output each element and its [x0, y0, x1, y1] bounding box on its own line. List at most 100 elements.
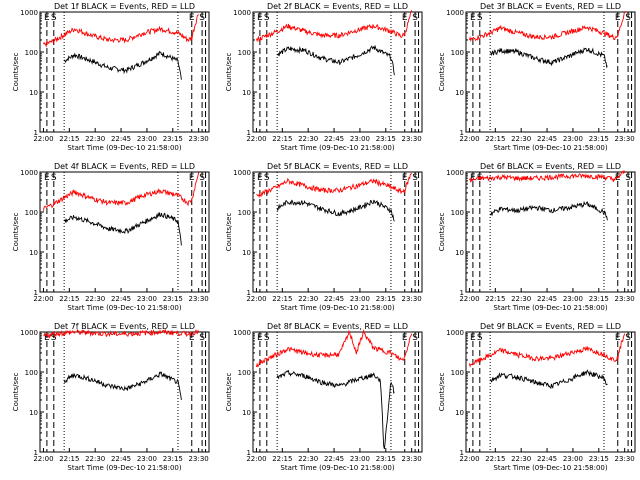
event-marker-label: E [402, 13, 408, 23]
y-tick-label: 1 [460, 129, 464, 137]
y-axis-label: Counts/sec [12, 373, 20, 412]
x-tick-label: 22:30 [85, 135, 105, 143]
event-marker-label: E [470, 13, 476, 23]
lld-series-line [468, 11, 626, 43]
y-tick-label: 1 [247, 129, 251, 137]
x-tick-label: 22:30 [511, 295, 531, 303]
x-tick-label: 23:00 [350, 135, 370, 143]
x-tick-label: 22:15 [59, 295, 79, 303]
plot-frame [465, 331, 636, 453]
y-axis-label: Counts/sec [438, 53, 446, 92]
y-axis-label: Counts/sec [438, 373, 446, 412]
y-tick-label: 1000 [446, 169, 464, 177]
chart-title: Det 7f BLACK = Events, RED = LLD [54, 322, 195, 331]
y-tick-label: 100 [451, 49, 464, 57]
y-axis-label: Counts/sec [438, 213, 446, 252]
events-series-line [63, 371, 182, 400]
x-tick-label: 23:00 [563, 295, 583, 303]
x-tick-label: 22:00 [246, 135, 266, 143]
event-marker-label: S [264, 13, 270, 23]
x-tick-label: 22:30 [298, 135, 318, 143]
x-tick-label: 23:30 [402, 455, 422, 463]
plot-frame [465, 11, 636, 133]
events-series-line [63, 212, 182, 246]
x-tick-label: 22:15 [59, 135, 79, 143]
chart-title: Det 8f BLACK = Events, RED = LLD [267, 322, 408, 331]
chart-panel: Det 5f BLACK = Events, RED = LLD 1 10 100 10… [225, 162, 423, 312]
x-tick-label: 22:15 [272, 135, 292, 143]
event-marker-label: E [470, 173, 476, 183]
x-tick-label: 23:30 [615, 455, 635, 463]
y-tick-label: 10 [455, 89, 464, 97]
x-tick-label: 23:15 [589, 455, 609, 463]
x-tick-label: 22:15 [272, 295, 292, 303]
x-tick-label: 22:45 [324, 295, 344, 303]
lld-series-line [255, 10, 413, 43]
x-axis-label: Start Time (09-Dec-10 21:58:00) [67, 144, 181, 152]
x-axis-label: Start Time (09-Dec-10 21:58:00) [280, 304, 394, 312]
y-axis-label: Counts/sec [225, 53, 233, 92]
y-tick-label: 1 [247, 289, 251, 297]
y-tick-label: 10 [242, 89, 251, 97]
x-tick-label: 22:00 [33, 135, 53, 143]
events-series-line [489, 369, 608, 389]
x-tick-label: 22:00 [246, 455, 266, 463]
y-tick-label: 1000 [20, 329, 38, 337]
x-axis-label: Start Time (09-Dec-10 21:58:00) [280, 144, 394, 152]
x-tick-label: 22:15 [59, 455, 79, 463]
x-tick-label: 22:45 [111, 135, 131, 143]
y-tick-label: 1 [34, 289, 38, 297]
x-tick-label: 23:30 [189, 295, 209, 303]
chart-panel: Det 1f BLACK = Events, RED = LLD 1 10 100 10… [12, 2, 210, 152]
x-tick-label: 23:15 [163, 135, 183, 143]
y-tick-label: 10 [29, 249, 38, 257]
x-tick-label: 22:30 [85, 295, 105, 303]
events-series-line [277, 44, 395, 76]
y-tick-label: 1 [460, 449, 464, 457]
y-tick-label: 1000 [20, 169, 38, 177]
y-tick-label: 10 [242, 409, 251, 417]
x-tick-label: 22:00 [33, 455, 53, 463]
y-tick-label: 100 [25, 369, 38, 377]
event-marker-label: S [264, 333, 270, 343]
x-tick-label: 23:15 [376, 295, 396, 303]
event-marker-label: E [402, 333, 408, 343]
events-series-line [276, 199, 395, 222]
lld-series-line [43, 14, 200, 48]
chart-title: Det 3f BLACK = Events, RED = LLD [480, 2, 621, 11]
y-tick-label: 10 [455, 249, 464, 257]
event-marker-label: E [470, 333, 476, 343]
lld-series-line [42, 172, 200, 211]
event-marker-label: S [477, 333, 483, 343]
x-tick-label: 22:15 [485, 135, 505, 143]
event-marker-label: S [199, 13, 205, 23]
event-marker-label: E [257, 173, 263, 183]
y-tick-label: 10 [242, 249, 251, 257]
event-marker-label: E [189, 13, 195, 23]
x-tick-label: 22:45 [324, 455, 344, 463]
event-marker-label: S [51, 13, 57, 23]
x-tick-label: 22:00 [246, 295, 266, 303]
y-tick-label: 100 [238, 49, 251, 57]
x-tick-label: 22:45 [537, 135, 557, 143]
chart-panel: Det 4f BLACK = Events, RED = LLD 1 10 100 10… [12, 162, 210, 312]
x-tick-label: 23:00 [350, 295, 370, 303]
chart-panel: Det 8f BLACK = Events, RED = LLD 1 10 100 10… [225, 322, 423, 472]
plot-frame [252, 331, 423, 453]
x-tick-label: 22:30 [85, 455, 105, 463]
chart-title: Det 4f BLACK = Events, RED = LLD [54, 162, 195, 171]
x-axis-label: Start Time (09-Dec-10 21:58:00) [67, 464, 181, 472]
plot-frame [252, 171, 423, 293]
y-tick-label: 100 [451, 369, 464, 377]
x-tick-label: 22:30 [298, 295, 318, 303]
x-tick-label: 23:30 [402, 135, 422, 143]
y-tick-label: 100 [451, 209, 464, 217]
x-axis-label: Start Time (09-Dec-10 21:58:00) [493, 144, 607, 152]
x-axis-label: Start Time (09-Dec-10 21:58:00) [67, 304, 181, 312]
event-marker-label: S [625, 173, 631, 183]
event-marker-label: E [44, 13, 50, 23]
x-tick-label: 23:15 [163, 295, 183, 303]
y-tick-label: 10 [29, 409, 38, 417]
plot-frame [465, 171, 636, 293]
chart-title: Det 6f BLACK = Events, RED = LLD [480, 162, 621, 171]
